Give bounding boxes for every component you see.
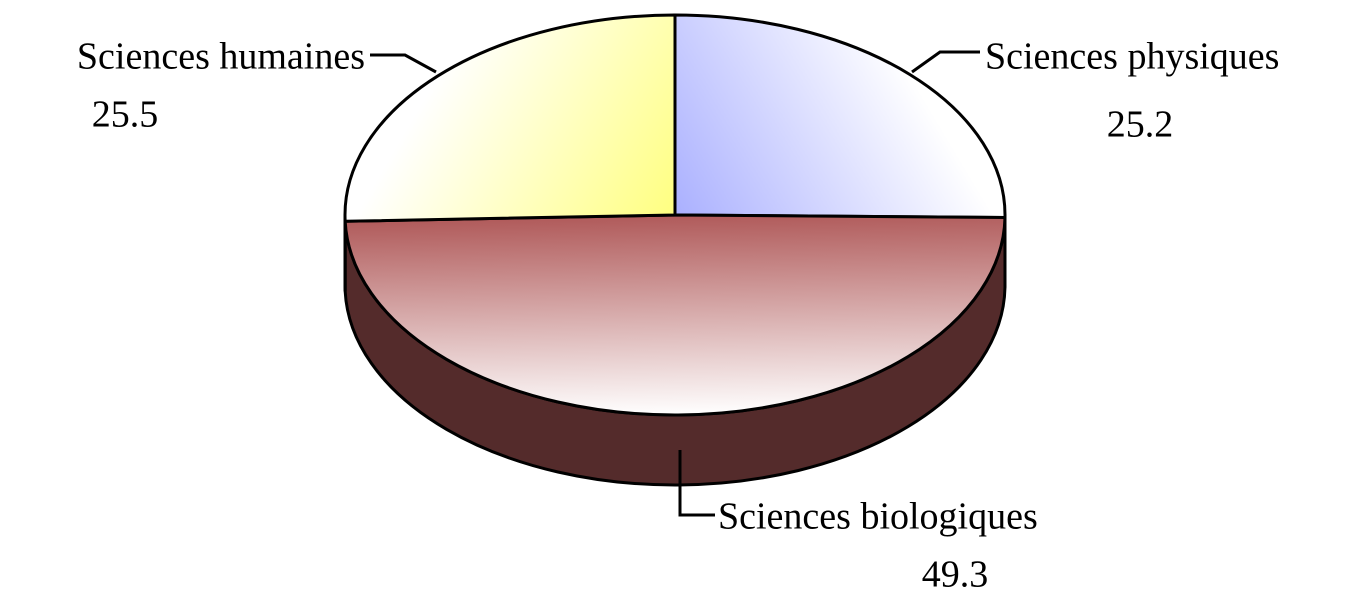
leader-line	[911, 50, 980, 74]
pie-tops	[343, 13, 1007, 417]
leader-line	[678, 450, 715, 517]
leader-line	[370, 53, 437, 74]
labels: Sciences physiques 25.2 Sciences biologiqu…	[77, 36, 1280, 596]
pie-slice	[343, 213, 1007, 417]
slice-value: 25.2	[1107, 104, 1174, 146]
pie-slice	[343, 13, 677, 223]
slice-label: Sciences biologiques	[718, 496, 1038, 538]
pie-slice	[673, 13, 1007, 220]
slice-value: 49.3	[922, 554, 989, 596]
slice-label: Sciences physiques	[985, 36, 1279, 78]
slice-label: Sciences humaines	[77, 36, 365, 78]
slice-value: 25.5	[92, 94, 159, 136]
